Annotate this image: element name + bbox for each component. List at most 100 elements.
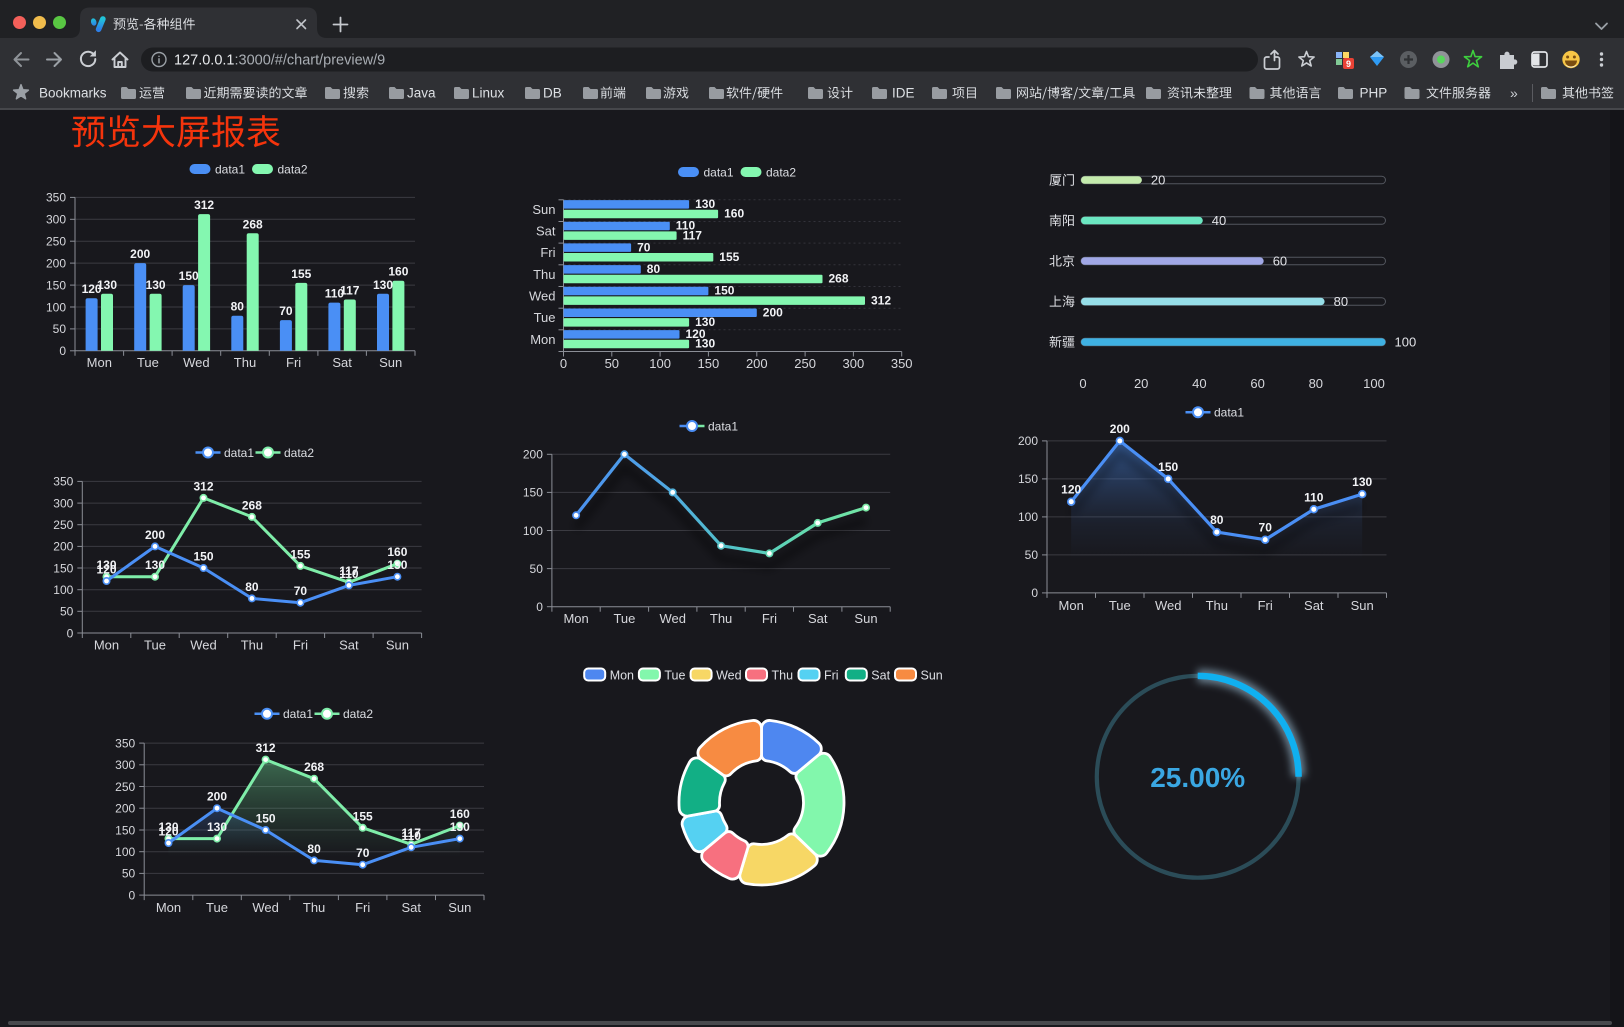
svg-text:268: 268: [243, 217, 263, 231]
svg-text:150: 150: [1018, 472, 1038, 486]
svg-text:150: 150: [523, 486, 543, 500]
svg-text:data2: data2: [284, 446, 314, 460]
svg-text:data1: data1: [224, 446, 254, 460]
svg-text:312: 312: [871, 293, 891, 307]
svg-text:312: 312: [193, 479, 213, 493]
svg-text:50: 50: [530, 562, 544, 576]
svg-text:200: 200: [763, 305, 783, 319]
svg-text:130: 130: [373, 278, 393, 292]
svg-text:100: 100: [1018, 510, 1038, 524]
svg-text:Mon: Mon: [87, 355, 112, 370]
svg-text:300: 300: [53, 496, 73, 510]
svg-text:Fri: Fri: [824, 668, 839, 682]
svg-text:70: 70: [294, 584, 308, 598]
svg-text:110: 110: [402, 829, 422, 843]
svg-text:150: 150: [115, 823, 135, 837]
svg-text:Fri: Fri: [540, 245, 555, 260]
svg-text:Wed: Wed: [1155, 598, 1182, 613]
svg-text:268: 268: [242, 498, 262, 512]
svg-text:250: 250: [115, 780, 135, 794]
svg-text:120: 120: [96, 563, 116, 577]
svg-text:0: 0: [67, 626, 74, 640]
svg-text:100: 100: [46, 300, 66, 314]
svg-text:150: 150: [53, 561, 73, 575]
svg-text:Thu: Thu: [303, 900, 325, 915]
svg-text:Linux: Linux: [472, 86, 505, 101]
svg-text:150: 150: [698, 356, 720, 371]
svg-text:0: 0: [560, 356, 567, 371]
svg-text:130: 130: [695, 197, 715, 211]
svg-text:0: 0: [536, 600, 543, 614]
svg-text:100: 100: [1395, 335, 1417, 350]
svg-text:Thu: Thu: [241, 638, 263, 653]
svg-text:100: 100: [53, 583, 73, 597]
svg-text:Wed: Wed: [659, 611, 686, 626]
svg-text:Fri: Fri: [355, 900, 370, 915]
svg-text:200: 200: [746, 356, 768, 371]
svg-text:data1: data1: [708, 419, 738, 433]
svg-text:250: 250: [46, 235, 66, 249]
svg-text:Java: Java: [407, 86, 436, 101]
svg-text:70: 70: [1259, 521, 1273, 535]
svg-text:130: 130: [207, 820, 227, 834]
svg-text:Tue: Tue: [137, 355, 159, 370]
svg-text:IDE: IDE: [892, 86, 915, 101]
svg-text:Thu: Thu: [772, 668, 794, 682]
svg-text:130: 130: [145, 558, 165, 572]
svg-text:Wed: Wed: [190, 638, 217, 653]
svg-text:250: 250: [53, 518, 73, 532]
svg-text:150: 150: [256, 812, 276, 826]
svg-text:130: 130: [96, 558, 116, 572]
svg-text:268: 268: [304, 760, 324, 774]
svg-text:100: 100: [1363, 376, 1385, 391]
svg-text:0: 0: [1031, 586, 1038, 600]
svg-text:60: 60: [1273, 254, 1287, 269]
svg-text:80: 80: [1309, 376, 1323, 391]
svg-text:Sat: Sat: [808, 611, 828, 626]
svg-text:200: 200: [1018, 434, 1038, 448]
svg-text:70: 70: [637, 240, 651, 254]
svg-text:120: 120: [158, 825, 178, 839]
svg-text:130: 130: [158, 820, 178, 834]
svg-text:120: 120: [82, 282, 102, 296]
svg-text:25.00%: 25.00%: [1150, 762, 1245, 793]
svg-text:50: 50: [1025, 548, 1039, 562]
svg-text:Wed: Wed: [252, 900, 279, 915]
svg-text:Tue: Tue: [664, 668, 685, 682]
svg-text:Thu: Thu: [234, 355, 256, 370]
svg-text:155: 155: [290, 547, 310, 561]
svg-text:70: 70: [279, 304, 293, 318]
svg-text:155: 155: [353, 809, 373, 823]
svg-text:Tue: Tue: [144, 638, 166, 653]
svg-text:DB: DB: [543, 86, 562, 101]
svg-text:50: 50: [605, 356, 619, 371]
svg-text:130: 130: [146, 278, 166, 292]
svg-text:20: 20: [1134, 376, 1148, 391]
svg-text:110: 110: [676, 219, 696, 233]
svg-text:40: 40: [1192, 376, 1206, 391]
svg-text:70: 70: [356, 846, 370, 860]
svg-text:Mon: Mon: [94, 638, 119, 653]
svg-text:200: 200: [523, 448, 543, 462]
svg-text:data2: data2: [343, 707, 373, 721]
svg-text:160: 160: [388, 265, 408, 279]
svg-text:Thu: Thu: [710, 611, 732, 626]
svg-text:110: 110: [339, 567, 359, 581]
svg-text:117: 117: [339, 564, 359, 578]
svg-text:0: 0: [1079, 376, 1086, 391]
svg-text:data2: data2: [766, 165, 796, 179]
svg-text:50: 50: [53, 322, 67, 336]
svg-text:Fri: Fri: [1258, 598, 1273, 613]
svg-text:127.0.0.1:3000/#/chart/preview: 127.0.0.1:3000/#/chart/preview/9: [174, 53, 385, 69]
svg-text:200: 200: [46, 256, 66, 270]
svg-text:110: 110: [325, 287, 345, 301]
svg-text:Wed: Wed: [529, 289, 556, 304]
svg-text:data1: data1: [1214, 406, 1244, 420]
svg-text:data1: data1: [283, 707, 313, 721]
svg-text:Sat: Sat: [536, 224, 556, 239]
svg-text:50: 50: [122, 867, 136, 881]
svg-text:Thu: Thu: [533, 267, 555, 282]
svg-text:Sat: Sat: [332, 355, 352, 370]
svg-text:160: 160: [724, 207, 744, 221]
svg-text:Tue: Tue: [1109, 598, 1131, 613]
